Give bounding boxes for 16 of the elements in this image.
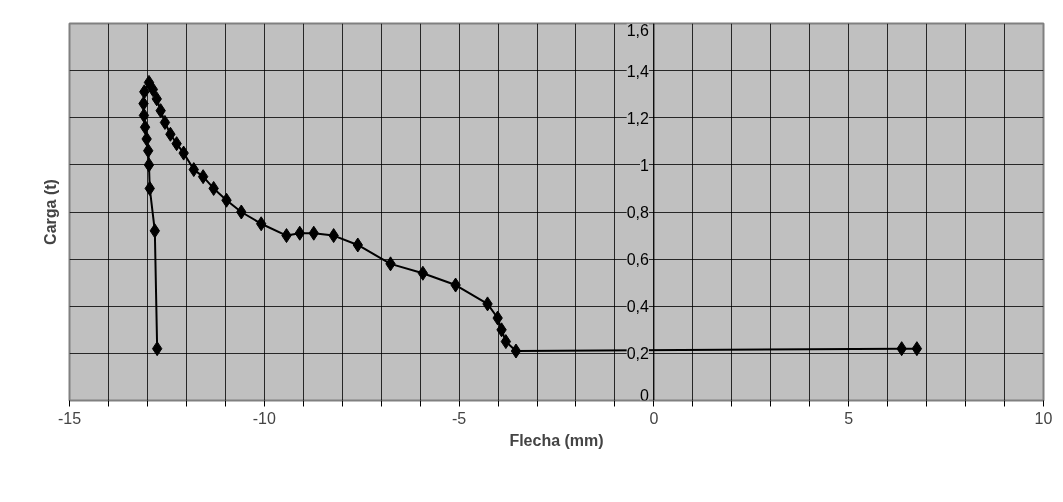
y-axis-title: Carga (t) bbox=[41, 179, 59, 245]
x-tick-label: 5 bbox=[844, 409, 854, 427]
x-tick-label: 10 bbox=[1034, 409, 1053, 427]
y-tick-label: 1,4 bbox=[626, 62, 649, 80]
y-tick-label: 0 bbox=[640, 386, 649, 404]
x-tick-label: -10 bbox=[252, 409, 276, 427]
y-tick-label: 1,6 bbox=[626, 21, 649, 39]
y-tick-label: 0,8 bbox=[626, 204, 649, 221]
y-tick-label: 0,4 bbox=[626, 298, 649, 316]
x-axis-title: Flecha (mm) bbox=[509, 431, 604, 449]
y-tick-label: 1,2 bbox=[626, 109, 649, 127]
x-tick-label: -15 bbox=[57, 409, 82, 427]
y-tick-label: 1 bbox=[640, 156, 649, 174]
y-tick-label: 0,2 bbox=[626, 345, 649, 363]
y-tick-label: 0,6 bbox=[626, 251, 649, 269]
x-tick-label: -5 bbox=[451, 409, 467, 427]
